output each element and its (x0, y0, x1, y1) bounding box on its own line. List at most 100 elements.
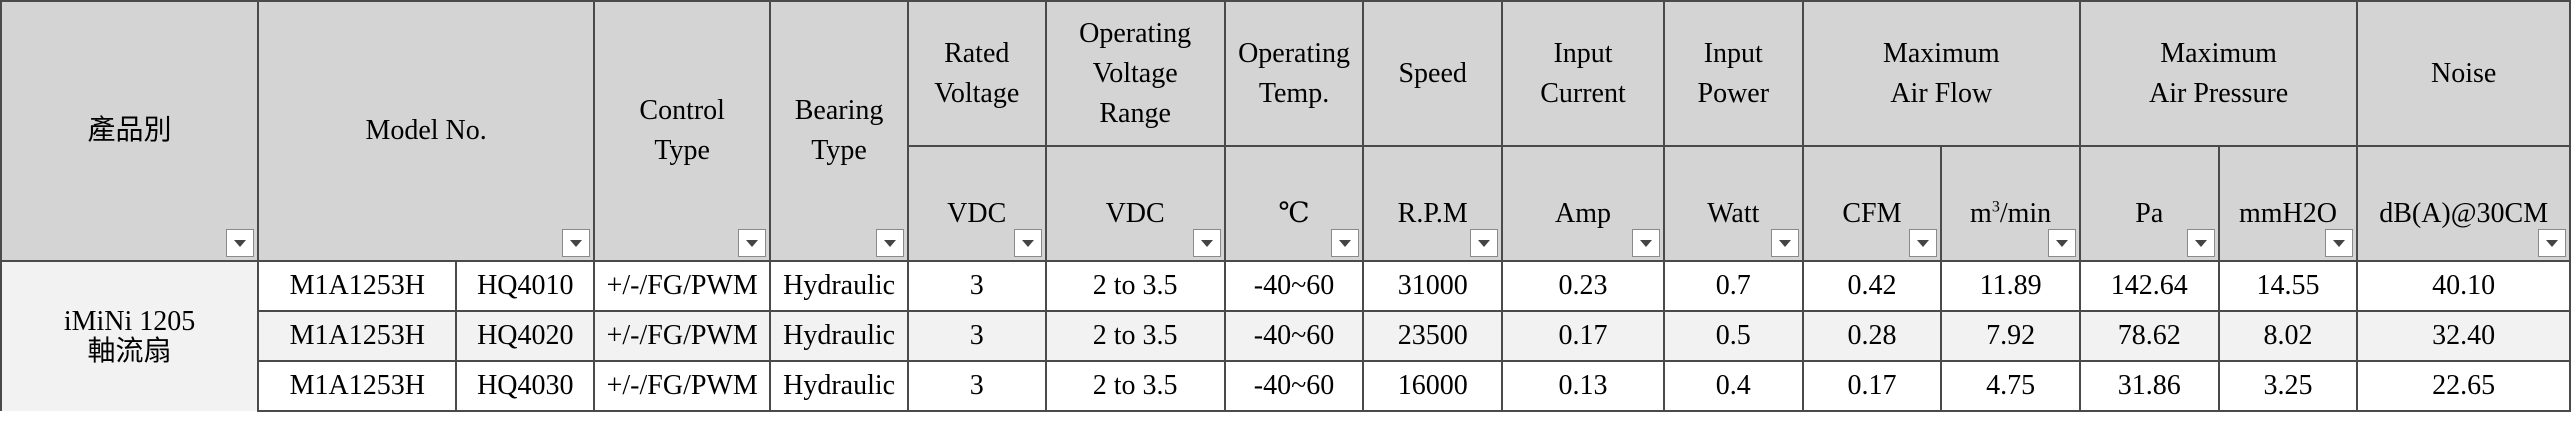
header-bearing-type: Bearing Type (769, 0, 909, 262)
unit-input-current: Amp (1501, 145, 1665, 262)
header-category: 產品別 (0, 0, 260, 262)
unit-speed-label: R.P.M (1397, 197, 1468, 229)
header-model: Model No. (257, 0, 596, 262)
header-bearing-label: Bearing Type (794, 95, 884, 166)
dropdown-arrow-icon (2055, 239, 2068, 247)
header-input-power-label: Input Power (1697, 37, 1770, 109)
filter-button-pa[interactable] (2186, 229, 2215, 257)
cell-operating-temp: -40~60 (1223, 260, 1365, 312)
header-max-air-pressure: Maximum Air Pressure (2078, 0, 2359, 147)
cell-bearing: Hydraulic (769, 310, 909, 362)
cell-code: HQ4030 (455, 360, 596, 412)
filter-button-operating-voltage[interactable] (1192, 229, 1221, 257)
unit-mmh2o: mmH2O (2217, 145, 2359, 262)
unit-noise-label: dB(A)@30CM (2379, 197, 2549, 229)
cell-model: M1A1253H (257, 360, 458, 412)
cell-operating-voltage: 2 to 3.5 (1044, 360, 1226, 412)
cell-model: M1A1253H (257, 260, 458, 312)
cell-cfm: 0.28 (1801, 310, 1943, 362)
dropdown-arrow-icon (1200, 239, 1213, 247)
header-noise: Noise (2356, 0, 2571, 147)
cell-pa: 142.64 (2078, 260, 2220, 312)
fan-spec-table: 產品別 Model No. Control Type Bearing Type … (0, 0, 2571, 412)
cell-operating-voltage: 2 to 3.5 (1044, 260, 1226, 312)
header-max-air-flow-label: Maximum Air Flow (1882, 37, 2000, 109)
header-operating-voltage: Operating Voltage Range (1044, 0, 1226, 147)
table-row: iMiNi 1205 軸流扇 M1A1253H HQ4010 +/-/FG/PW… (0, 260, 2571, 411)
cell-operating-temp: -40~60 (1223, 360, 1365, 412)
filter-button-mmh2o[interactable] (2325, 229, 2354, 257)
cell-cfm: 0.42 (1801, 260, 1943, 312)
header-control-type: Control Type (593, 0, 772, 262)
header-control-label: Control Type (639, 95, 725, 166)
cell-model: M1A1253H (257, 310, 458, 362)
cell-operating-voltage: 2 to 3.5 (1044, 310, 1226, 362)
cell-m3min: 11.89 (1940, 260, 2081, 312)
dropdown-arrow-icon (1917, 239, 1930, 247)
filter-button-m3-per-min[interactable] (2047, 229, 2076, 257)
dropdown-arrow-icon (234, 239, 247, 247)
cell-pa: 31.86 (2078, 360, 2220, 412)
cell-code: HQ4010 (455, 260, 596, 312)
cell-power: 0.4 (1662, 360, 1804, 412)
cell-m3min: 4.75 (1940, 360, 2081, 412)
cell-power: 0.7 (1662, 260, 1804, 312)
category-cell: iMiNi 1205 軸流扇 (0, 260, 260, 411)
dropdown-arrow-icon (883, 239, 896, 247)
cell-control: +/-/FG/PWM (593, 360, 772, 412)
unit-m3-tail: /min (1999, 197, 2052, 229)
dropdown-arrow-icon (1778, 239, 1791, 247)
filter-button-operating-temp[interactable] (1331, 229, 1360, 257)
cell-operating-temp: -40~60 (1223, 310, 1365, 362)
cell-mmh2o: 14.55 (2217, 260, 2359, 312)
dropdown-arrow-icon (1021, 239, 1034, 247)
filter-button-speed[interactable] (1470, 229, 1499, 257)
cell-pa: 78.62 (2078, 310, 2220, 362)
dropdown-arrow-icon (2546, 239, 2558, 247)
dropdown-arrow-icon (2333, 239, 2346, 247)
dropdown-arrow-icon (1639, 239, 1652, 247)
header-input-current: Input Current (1501, 0, 1665, 147)
unit-operating-voltage: VDC (1044, 145, 1226, 262)
cell-power: 0.5 (1662, 310, 1804, 362)
header-row-units: VDC VDC ℃ R.P.M Amp Watt CFM m3/min Pa m… (1, 145, 2571, 262)
cell-speed: 16000 (1362, 360, 1504, 412)
header-speed: Speed (1362, 0, 1504, 147)
dropdown-arrow-icon (2194, 239, 2207, 247)
unit-noise: dB(A)@30CM (2356, 145, 2571, 262)
cell-rated-voltage: 3 (906, 260, 1047, 312)
cell-current: 0.23 (1501, 260, 1665, 312)
header-max-air-pressure-label: Maximum Air Pressure (2149, 37, 2289, 109)
header-operating-voltage-label: Operating Voltage Range (1079, 17, 1192, 129)
cell-noise: 22.65 (2356, 360, 2571, 412)
filter-button-cfm[interactable] (1909, 229, 1938, 257)
unit-operating-temp: ℃ (1223, 145, 1365, 262)
cell-code: HQ4020 (455, 310, 596, 362)
header-max-air-flow: Maximum Air Flow (1801, 0, 2081, 147)
table-row: M1A1253H HQ4020 +/-/FG/PWM Hydraulic 3 2… (1, 310, 2571, 362)
unit-operating-temp-label: ℃ (1278, 197, 1310, 229)
filter-button-category[interactable] (226, 229, 255, 257)
header-speed-label: Speed (1398, 57, 1467, 89)
filter-button-control[interactable] (738, 229, 767, 257)
filter-button-model[interactable] (562, 229, 591, 257)
filter-button-rated-voltage[interactable] (1013, 229, 1042, 257)
unit-pa-label: Pa (2135, 197, 2164, 229)
header-input-current-label: Input Current (1540, 37, 1626, 109)
unit-m3-per-min-label: m3/min (1942, 194, 2079, 234)
dropdown-arrow-icon (1478, 239, 1491, 247)
header-rated-voltage: Rated Voltage (906, 0, 1047, 147)
cell-speed: 31000 (1362, 260, 1504, 312)
filter-button-input-power[interactable] (1770, 229, 1799, 257)
unit-rated-voltage-label: VDC (947, 197, 1007, 229)
unit-rated-voltage: VDC (906, 145, 1047, 262)
filter-button-bearing[interactable] (875, 229, 904, 257)
header-noise-label: Noise (2430, 57, 2497, 89)
filter-button-input-current[interactable] (1631, 229, 1660, 257)
dropdown-arrow-icon (746, 239, 759, 247)
unit-cfm-label: CFM (1842, 197, 1902, 229)
header-operating-temp: Operating Temp. (1223, 0, 1365, 147)
filter-button-noise[interactable] (2538, 229, 2566, 257)
cell-control: +/-/FG/PWM (593, 260, 772, 312)
cell-control: +/-/FG/PWM (593, 310, 772, 362)
